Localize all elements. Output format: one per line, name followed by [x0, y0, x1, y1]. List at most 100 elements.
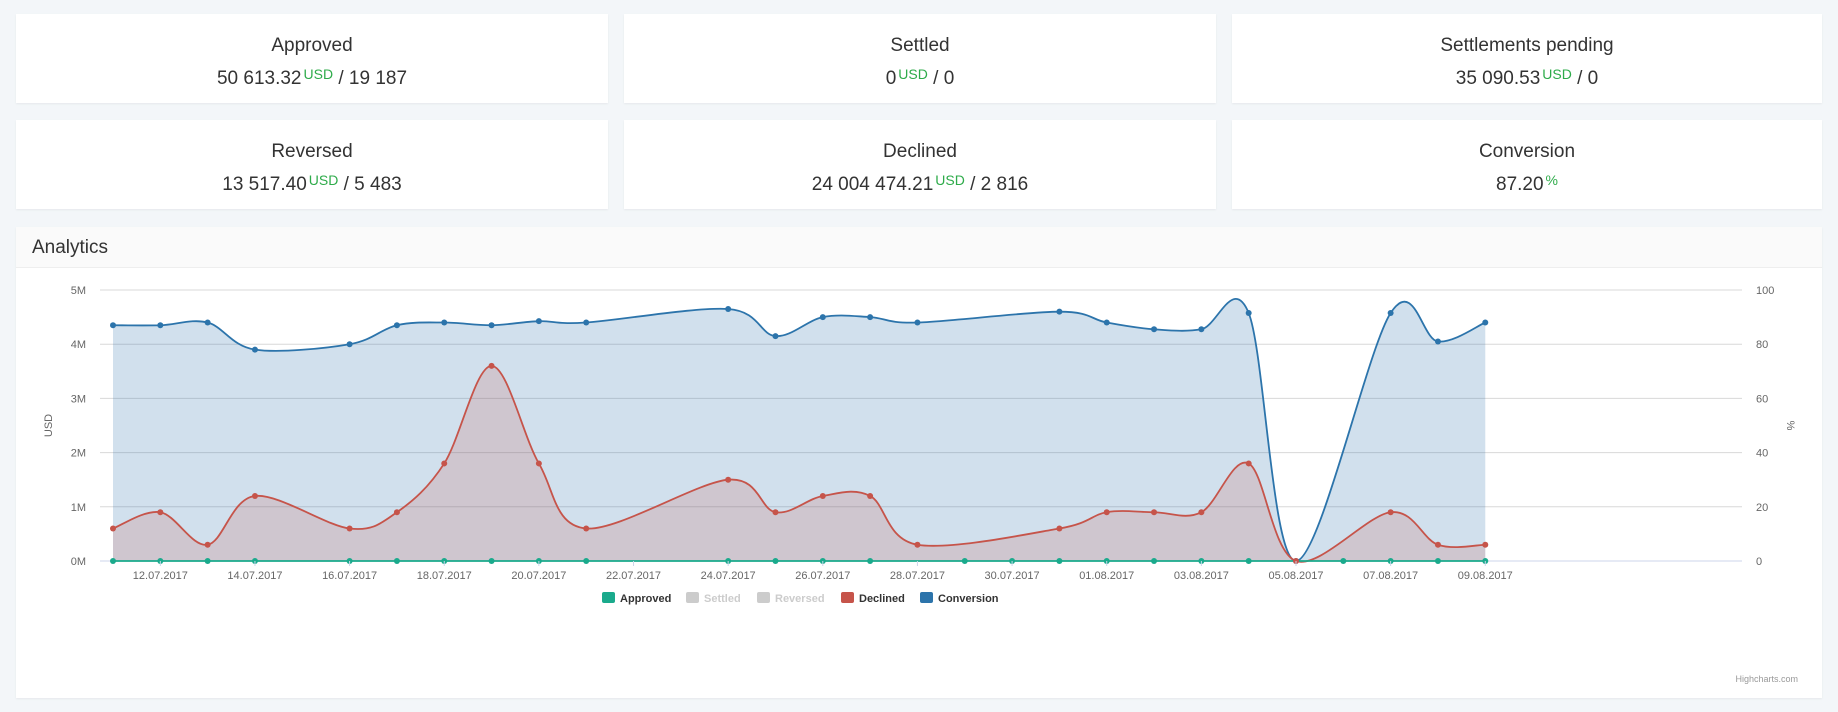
chart-credits[interactable]: Highcharts.com — [1735, 674, 1798, 684]
y-left-tick-label: 2M — [71, 448, 86, 460]
card-amount: 0 — [885, 68, 897, 89]
conversion-point[interactable] — [393, 322, 400, 329]
series-areas — [113, 298, 1486, 562]
conversion-area — [113, 298, 1486, 561]
conversion-point[interactable] — [583, 319, 590, 326]
y-left-axis-title: USD — [43, 414, 55, 437]
approved-point[interactable] — [961, 558, 968, 564]
conversion-point[interactable] — [1482, 319, 1489, 326]
approved-point[interactable] — [1245, 558, 1252, 564]
settled-legend-swatch — [686, 592, 699, 603]
approved-legend-swatch — [602, 592, 615, 603]
conversion-point[interactable] — [1198, 326, 1205, 333]
card-title: Reversed — [271, 141, 353, 162]
declined-point[interactable] — [535, 460, 542, 467]
card-value: 24 004 474.21 USD / 2 816 — [624, 168, 1216, 197]
conversion-point[interactable] — [157, 322, 164, 329]
legend-item-reversed[interactable]: Reversed — [757, 592, 825, 605]
card-count: / 19 187 — [338, 68, 408, 89]
conversion-point[interactable] — [1245, 310, 1252, 317]
declined-legend-swatch — [841, 592, 854, 603]
declined-area — [113, 365, 1486, 562]
declined-point[interactable] — [1198, 509, 1205, 516]
approved-point[interactable] — [583, 558, 590, 564]
x-tick-label: 16.07.2017 — [322, 570, 377, 582]
declined-point[interactable] — [1245, 460, 1252, 467]
approved-point[interactable] — [772, 558, 779, 564]
x-tick-label: 05.08.2017 — [1268, 570, 1323, 582]
legend-item-conversion[interactable]: Conversion — [920, 592, 999, 605]
x-tick-label: 28.07.2017 — [890, 570, 945, 582]
conversion-point[interactable] — [772, 333, 779, 340]
conversion-point[interactable] — [1151, 326, 1158, 333]
settled-legend-label: Settled — [704, 593, 741, 605]
conversion-point[interactable] — [1103, 319, 1110, 326]
approved-point[interactable] — [1151, 558, 1158, 564]
card-count: / 0 — [933, 68, 955, 89]
conversion-point[interactable] — [867, 314, 874, 321]
conversion-point[interactable] — [488, 322, 495, 329]
declined-point[interactable] — [204, 541, 211, 548]
conversion-legend-label: Conversion — [938, 593, 999, 605]
analytics-header: Analytics — [16, 227, 1822, 268]
declined-point[interactable] — [157, 509, 164, 516]
x-tick-label: 14.07.2017 — [227, 570, 282, 582]
declined-point[interactable] — [488, 362, 495, 369]
declined-point[interactable] — [914, 541, 921, 548]
declined-point[interactable] — [393, 509, 400, 516]
reversed-legend-swatch — [757, 592, 770, 603]
legend[interactable]: Approved Settled Reversed Declined Conversio… — [602, 592, 999, 605]
conversion-point[interactable] — [346, 341, 353, 348]
conversion-point[interactable] — [251, 346, 258, 353]
legend-item-declined[interactable]: Declined — [841, 592, 905, 605]
declined-point[interactable] — [1434, 541, 1441, 548]
declined-legend-label: Declined — [859, 593, 905, 605]
declined-point[interactable] — [772, 509, 779, 516]
y-left-tick-label: 4M — [71, 339, 86, 351]
conversion-point[interactable] — [535, 318, 542, 325]
conversion-point[interactable] — [1387, 310, 1394, 317]
conversion-point[interactable] — [1434, 338, 1441, 345]
y-right-tick-label: 60 — [1756, 393, 1768, 405]
declined-point[interactable] — [346, 525, 353, 532]
declined-point[interactable] — [819, 492, 826, 499]
declined-point[interactable] — [1103, 509, 1110, 516]
card-value: 87.20% — [1232, 168, 1822, 197]
approved-point[interactable] — [204, 558, 211, 564]
approved-point[interactable] — [1434, 558, 1441, 564]
conversion-point[interactable] — [1056, 308, 1063, 315]
x-tick-label: 24.07.2017 — [701, 570, 756, 582]
conversion-point[interactable] — [914, 319, 921, 326]
declined-point[interactable] — [251, 492, 258, 499]
declined-point[interactable] — [1056, 525, 1063, 532]
conversion-point[interactable] — [441, 319, 448, 326]
card-unit: USD — [935, 172, 965, 188]
conversion-point[interactable] — [204, 319, 211, 326]
declined-card: Declined 24 004 474.21 USD / 2 816 — [624, 120, 1216, 209]
declined-point[interactable] — [725, 476, 732, 483]
legend-item-settled[interactable]: Settled — [686, 592, 741, 605]
approved-legend-label: Approved — [620, 593, 671, 605]
approved-point[interactable] — [488, 558, 495, 564]
declined-point[interactable] — [583, 525, 590, 532]
approved-point[interactable] — [867, 558, 874, 564]
legend-item-approved[interactable]: Approved — [602, 592, 671, 605]
card-amount: 87.20 — [1496, 174, 1544, 195]
x-tick-label: 01.08.2017 — [1079, 570, 1134, 582]
conversion-point[interactable] — [110, 322, 116, 329]
approved-point[interactable] — [1056, 558, 1063, 564]
conversion-point[interactable] — [725, 305, 732, 312]
declined-point[interactable] — [1387, 509, 1394, 516]
declined-point[interactable] — [1482, 541, 1489, 548]
declined-point[interactable] — [110, 525, 116, 532]
x-tick-label: 30.07.2017 — [985, 570, 1040, 582]
approved-point[interactable] — [1340, 558, 1347, 564]
approved-point[interactable] — [393, 558, 400, 564]
declined-point[interactable] — [867, 492, 874, 499]
conversion-point[interactable] — [819, 314, 826, 321]
declined-point[interactable] — [1151, 509, 1158, 516]
card-unit: USD — [898, 66, 928, 82]
declined-point[interactable] — [441, 460, 448, 467]
card-count: / 2 816 — [970, 174, 1029, 195]
approved-point[interactable] — [110, 558, 116, 564]
